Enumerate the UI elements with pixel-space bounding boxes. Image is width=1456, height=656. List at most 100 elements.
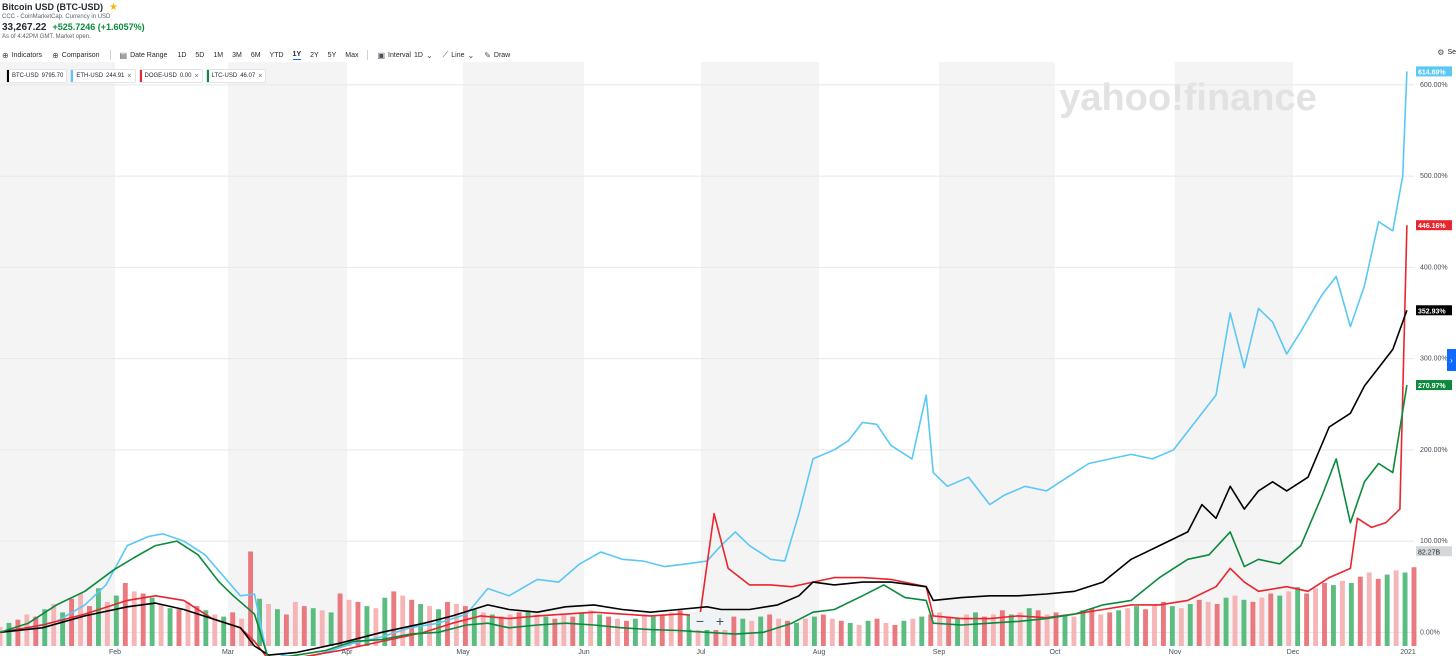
- x-tick-label: 2021: [1400, 649, 1416, 656]
- range-5y[interactable]: 5Y: [327, 51, 337, 59]
- last-value-label: 614.69%: [1418, 69, 1446, 76]
- zoom-in-button[interactable]: +: [715, 613, 725, 629]
- volume-bar: [1268, 593, 1274, 646]
- volume-bar: [158, 604, 164, 646]
- series-line-btc-usd: [0, 310, 1408, 656]
- volume-bar: [0, 627, 3, 646]
- volume-bar: [418, 604, 424, 646]
- close-icon[interactable]: ×: [258, 72, 263, 80]
- range-6m[interactable]: 6M: [250, 51, 261, 59]
- range-ytd[interactable]: YTD: [269, 51, 284, 59]
- volume-bar: [1098, 614, 1104, 646]
- date-range-label: Date Range: [130, 51, 168, 59]
- zoom-out-button[interactable]: −: [695, 613, 705, 629]
- close-icon[interactable]: ×: [194, 72, 199, 80]
- volume-bar: [95, 588, 101, 646]
- volume-bar: [811, 616, 817, 646]
- volume-bar: [874, 618, 880, 646]
- volume-bar: [113, 595, 119, 646]
- chip-btc[interactable]: BTC-USD 9795.70: [6, 69, 68, 83]
- last-value-label: 352.93%: [1418, 308, 1446, 315]
- interval-icon: ▣: [377, 50, 386, 60]
- volume-bar: [131, 591, 137, 646]
- volume-bar: [650, 616, 656, 646]
- volume-bar: [319, 610, 325, 646]
- volume-bar: [973, 612, 978, 646]
- volume-bar: [955, 618, 961, 646]
- volume-bar: [1053, 612, 1059, 646]
- series-line-ltc-usd: [0, 384, 1408, 656]
- volume-bar: [1402, 572, 1408, 646]
- volume-bar: [1152, 604, 1157, 646]
- indicators-label: Indicators: [11, 51, 43, 59]
- interval-dropdown[interactable]: ▣ Interval 1D ⌄: [377, 51, 432, 60]
- volume-bar: [856, 625, 862, 646]
- y-tick-label: 600.00%: [1420, 82, 1448, 89]
- close-icon[interactable]: ×: [127, 72, 132, 80]
- range-3m[interactable]: 3M: [232, 51, 242, 59]
- interval-value: 1D: [414, 51, 423, 59]
- x-tick-label: Apr: [342, 649, 354, 656]
- indicators-button[interactable]: ⊕ Indicators: [2, 51, 42, 60]
- range-1y[interactable]: 1Y: [292, 50, 302, 60]
- volume-bar: [1357, 576, 1363, 646]
- interval-label: Interval: [388, 51, 411, 59]
- comparison-button[interactable]: ⊕ Comparison: [52, 51, 99, 60]
- volume-bar: [346, 599, 352, 646]
- line-chart-icon: ⟋: [442, 50, 449, 59]
- settings-button[interactable]: ⚙ Se: [1437, 48, 1456, 57]
- range-2y[interactable]: 2Y: [310, 51, 319, 59]
- volume-bar: [1331, 585, 1336, 646]
- calendar-icon: ▤: [119, 50, 128, 60]
- x-tick-label: Nov: [1169, 649, 1182, 656]
- volume-bar: [606, 616, 612, 646]
- range-1d[interactable]: 1D: [177, 51, 187, 59]
- chip-value: 0.00: [179, 73, 192, 79]
- volume-bar: [1250, 601, 1256, 646]
- volume-bar: [248, 551, 254, 646]
- chart-type-dropdown[interactable]: ⟋ Line ⌄: [443, 50, 475, 60]
- chip-eth[interactable]: ETH-USD 244.91 ×: [70, 69, 136, 83]
- chip-doge[interactable]: DOGE-USD 0.00 ×: [138, 69, 203, 83]
- chip-value: 46.07: [240, 73, 256, 79]
- chevron-right-icon[interactable]: ›: [1447, 349, 1456, 371]
- price-change: +525.7246 (+1.6057%): [52, 22, 145, 32]
- draw-button[interactable]: ✎ Draw: [484, 51, 510, 60]
- comparison-label: Comparison: [61, 51, 100, 59]
- indicators-icon: ⊕: [2, 50, 9, 60]
- volume-bar: [865, 620, 871, 646]
- star-icon[interactable]: ★: [109, 1, 118, 13]
- volume-bar: [999, 610, 1005, 646]
- date-range-button[interactable]: ▤ Date Range: [120, 51, 168, 60]
- volume-bar: [382, 597, 388, 646]
- volume-bar: [597, 614, 603, 646]
- last-value-label: 270.97%: [1418, 383, 1446, 390]
- watermark-text: yahoo!finance: [1059, 77, 1317, 119]
- month-band: [228, 62, 347, 646]
- volume-bar: [427, 606, 433, 646]
- range-max[interactable]: Max: [345, 51, 359, 59]
- volume-bar: [1125, 608, 1131, 646]
- volume-bar: [292, 601, 298, 646]
- comparison-chart[interactable]: yahoo!finance 0.00% 100.00% 200.00% 300.00% 4…: [0, 62, 1456, 656]
- volume-bar: [910, 618, 916, 646]
- x-tick-label: Sep: [933, 649, 946, 656]
- volume-bar: [87, 606, 92, 646]
- range-1m[interactable]: 1M: [213, 51, 224, 59]
- volume-bar: [624, 620, 629, 646]
- x-tick-label: Jul: [697, 649, 706, 656]
- chevron-down-icon: ⌄: [425, 50, 433, 60]
- volume-bar: [1411, 567, 1417, 646]
- volume-bar: [1134, 606, 1140, 646]
- range-5d[interactable]: 5D: [195, 51, 205, 59]
- chip-color: [71, 70, 74, 82]
- last-value-badge: [1416, 66, 1452, 77]
- chip-color: [206, 70, 209, 82]
- chip-ltc[interactable]: LTC-USD 46.07 ×: [205, 69, 267, 83]
- volume-bar: [221, 616, 227, 646]
- volume-bar: [364, 606, 370, 646]
- volume-bar: [301, 606, 307, 646]
- volume-bar: [758, 616, 764, 646]
- last-value-badge: [1416, 305, 1452, 316]
- y-tick-label: 0.00%: [1420, 629, 1440, 636]
